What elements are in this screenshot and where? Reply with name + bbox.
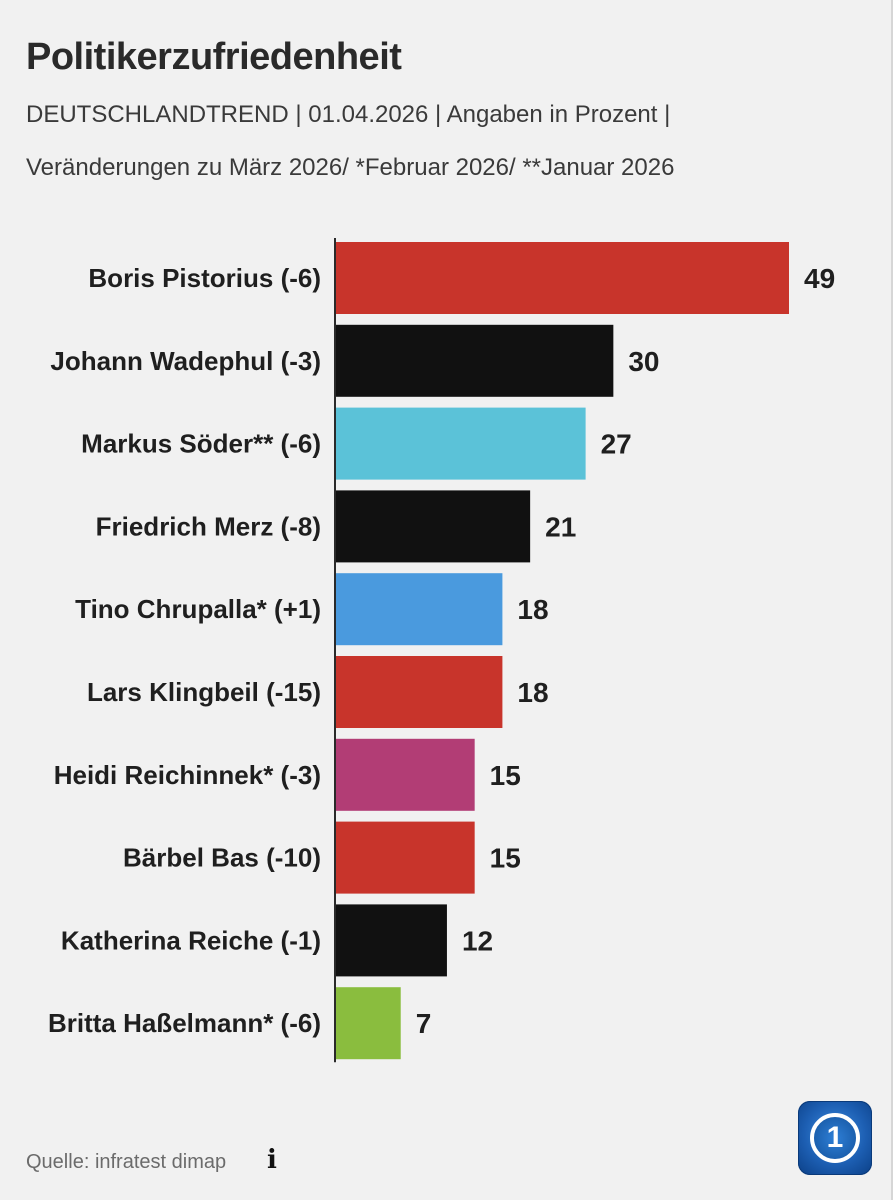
- category-label: Lars Klingbeil (-15): [87, 677, 321, 707]
- bar: [336, 324, 614, 397]
- category-label: Tino Chrupalla* (+1): [75, 594, 321, 624]
- chart-subtitle-line1: DEUTSCHLANDTREND | 01.04.2026 | Angaben …: [26, 101, 671, 128]
- category-label: Britta Haßelmann* (-6): [48, 1008, 321, 1038]
- bar: [336, 490, 531, 563]
- bar: [336, 242, 789, 314]
- bar: [336, 904, 447, 977]
- value-label: 27: [601, 429, 632, 460]
- value-label: 30: [628, 346, 659, 377]
- category-label: Katherina Reiche (-1): [61, 925, 321, 955]
- value-label: 12: [462, 925, 493, 956]
- value-label: 49: [804, 263, 835, 294]
- bar: [336, 573, 503, 646]
- value-label: 21: [545, 511, 576, 542]
- info-icon[interactable]: i: [267, 1145, 277, 1175]
- value-label: 7: [416, 1008, 432, 1039]
- value-label: 15: [490, 760, 521, 791]
- value-label: 15: [490, 843, 521, 874]
- bar: [336, 738, 475, 811]
- logo-text: 1: [826, 1121, 844, 1154]
- category-label: Johann Wadephul (-3): [50, 346, 321, 376]
- category-label: Bärbel Bas (-10): [123, 843, 321, 873]
- bar: [336, 821, 475, 894]
- value-label: 18: [517, 677, 548, 708]
- bar: [336, 987, 401, 1060]
- category-label: Friedrich Merz (-8): [96, 511, 321, 541]
- category-label: Boris Pistorius (-6): [88, 263, 321, 293]
- source-label: Quelle:: [26, 1151, 90, 1173]
- bar: [336, 407, 586, 480]
- source-value: infratest dimap: [94, 1151, 227, 1173]
- chart-subtitle-line2: Veränderungen zu März 2026/ *Februar 202…: [26, 154, 675, 181]
- category-label: Heidi Reichinnek* (-3): [54, 760, 321, 790]
- source-note: Quelle: infratest dimap: [26, 1151, 226, 1174]
- value-label: 18: [517, 594, 548, 625]
- category-label: Markus Söder** (-6): [81, 429, 321, 459]
- logo-ring: 1: [810, 1113, 860, 1163]
- tagesschau-logo-icon: 1: [798, 1101, 872, 1175]
- chart-title: Politikerzufriedenheit: [26, 36, 402, 78]
- bar: [336, 656, 503, 728]
